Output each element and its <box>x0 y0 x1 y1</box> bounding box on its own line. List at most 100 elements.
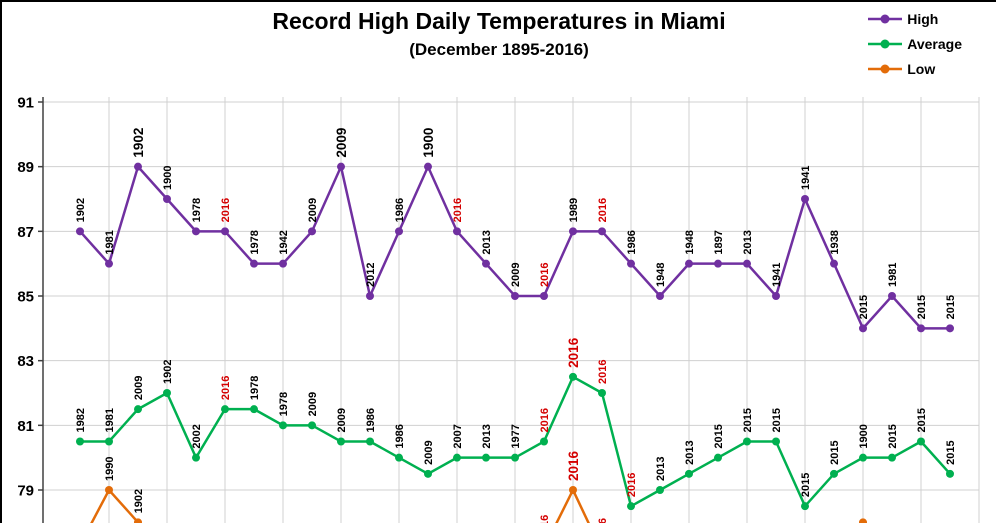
high-point-label: 2013 <box>481 230 493 254</box>
average-point-label: 2009 <box>133 376 145 400</box>
high-point-label: 1978 <box>191 198 203 222</box>
average-marker <box>366 437 374 446</box>
average-point-label: 1986 <box>365 408 377 432</box>
average-marker <box>946 469 954 478</box>
average-point-labels: 1982 1981 2009 1902 2002 2016 1978 1978 2009 2009… <box>75 337 957 497</box>
average-marker <box>279 421 287 430</box>
low-marker <box>569 485 577 494</box>
average-marker <box>337 437 345 446</box>
average-point-label: 2013 <box>684 440 696 464</box>
average-point-label: 2015 <box>916 408 928 432</box>
high-point-label: 2016 <box>452 198 464 222</box>
low-point-label: 2016 <box>566 450 581 481</box>
high-marker <box>134 162 142 171</box>
high-point-label: 1978 <box>249 230 261 254</box>
high-marker <box>221 227 229 236</box>
average-point-label: 2015 <box>771 408 783 432</box>
average-series <box>76 372 954 511</box>
legend-item-high: High <box>867 11 962 27</box>
average-marker <box>424 469 432 478</box>
high-marker <box>714 259 722 268</box>
average-point-label: 2015 <box>742 408 754 432</box>
high-point-label: 1942 <box>278 230 290 254</box>
legend-label: Average <box>907 36 962 52</box>
high-point-label: 2009 <box>510 263 522 287</box>
high-marker <box>337 162 345 171</box>
average-point-label: 1902 <box>162 360 174 384</box>
high-point-label: 1902 <box>131 128 146 158</box>
high-marker <box>685 259 693 268</box>
low-point-label: 1902 <box>133 489 145 513</box>
high-marker <box>801 194 809 203</box>
high-marker <box>192 227 200 236</box>
average-point-label: 2016 <box>626 473 638 497</box>
high-marker <box>163 194 171 203</box>
high-marker <box>743 259 751 268</box>
high-point-label: 1948 <box>655 263 667 287</box>
high-point-label: 1986 <box>626 230 638 254</box>
high-marker <box>569 227 577 236</box>
high-marker <box>511 291 519 300</box>
high-marker <box>888 291 896 300</box>
high-legend-marker-icon <box>868 14 903 24</box>
average-point-label: 1986 <box>394 424 406 448</box>
average-marker <box>395 453 403 462</box>
average-marker <box>801 502 809 511</box>
low-point-label: 2016 <box>597 518 609 523</box>
low-marker <box>105 485 113 494</box>
high-marker <box>540 291 548 300</box>
average-marker <box>888 453 896 462</box>
high-marker <box>105 259 113 268</box>
low-point-labels: 1990 1902 2016 2016 2016 <box>104 450 609 523</box>
average-point-label: 2015 <box>800 473 812 497</box>
average-point-label: 1977 <box>510 424 522 448</box>
high-point-label: 2015 <box>945 295 957 319</box>
high-point-label: 1989 <box>568 198 580 222</box>
average-marker <box>105 437 113 446</box>
legend-item-low: Low <box>867 61 962 77</box>
average-marker <box>453 453 461 462</box>
high-point-label: 1941 <box>771 263 783 287</box>
y-tick-label: 85 <box>17 288 34 305</box>
y-tick-label: 91 <box>17 95 34 112</box>
low-point-label: 1990 <box>104 457 116 481</box>
high-point-label: 1900 <box>162 166 174 190</box>
high-point-label: 1938 <box>829 230 841 254</box>
high-point-label: 2015 <box>916 295 928 319</box>
high-point-label: 2009 <box>307 198 319 222</box>
average-marker <box>656 485 664 494</box>
high-marker <box>946 324 954 333</box>
high-marker <box>279 259 287 268</box>
high-marker <box>366 291 374 300</box>
legend-label: Low <box>907 61 936 77</box>
high-marker <box>656 291 664 300</box>
high-marker <box>308 227 316 236</box>
average-point-label: 1900 <box>858 424 870 448</box>
average-point-label: 2016 <box>566 337 581 368</box>
high-series <box>76 162 954 333</box>
y-tick-label: 87 <box>17 224 34 241</box>
average-marker <box>627 502 635 511</box>
high-point-label: 1981 <box>104 230 116 254</box>
high-point-label: 1948 <box>684 230 696 254</box>
y-tick-label: 83 <box>17 353 34 370</box>
high-point-label: 2013 <box>742 230 754 254</box>
average-marker <box>772 437 780 446</box>
high-point-label: 2009 <box>334 128 349 158</box>
average-marker <box>482 453 490 462</box>
low-marker <box>859 518 867 523</box>
y-tick-label: 81 <box>17 418 34 435</box>
average-point-label: 2015 <box>945 440 957 464</box>
low-series <box>90 485 867 523</box>
y-tick-label: 89 <box>17 159 34 176</box>
high-marker <box>453 227 461 236</box>
high-point-label: 2015 <box>858 295 870 319</box>
legend: High Average Low <box>867 11 962 77</box>
high-marker <box>627 259 635 268</box>
low-marker <box>134 518 142 523</box>
high-marker <box>772 291 780 300</box>
low-point-label: 2016 <box>539 515 551 523</box>
average-legend-marker-icon <box>868 39 903 49</box>
